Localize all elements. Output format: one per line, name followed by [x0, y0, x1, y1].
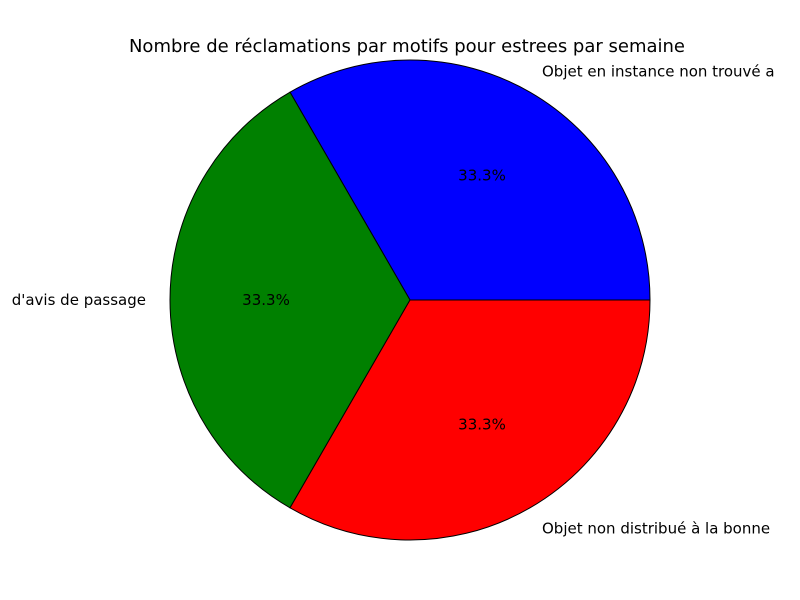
- pie-slices: [169, 59, 651, 541]
- pie-slice-label-0: Objet en instance non trouvé a: [542, 62, 775, 80]
- pie-slice-2: [289, 299, 651, 541]
- pie-percent-label-2: 33.3%: [458, 416, 506, 434]
- pie-slice-label-1: d'avis de passage: [12, 291, 146, 309]
- chart-title: Nombre de réclamations par motifs pour e…: [129, 36, 685, 57]
- pie-slice-label-2: Objet non distribué à la bonne: [542, 520, 770, 538]
- pie-slice-1: [169, 91, 411, 509]
- pie-percent-label-0: 33.3%: [458, 166, 506, 184]
- pie-percent-label-1: 33.3%: [242, 291, 290, 309]
- pie-slice-0: [289, 59, 651, 301]
- pie-labels: 33.3% Objet en instance non trouvé a 33.3%…: [12, 62, 775, 537]
